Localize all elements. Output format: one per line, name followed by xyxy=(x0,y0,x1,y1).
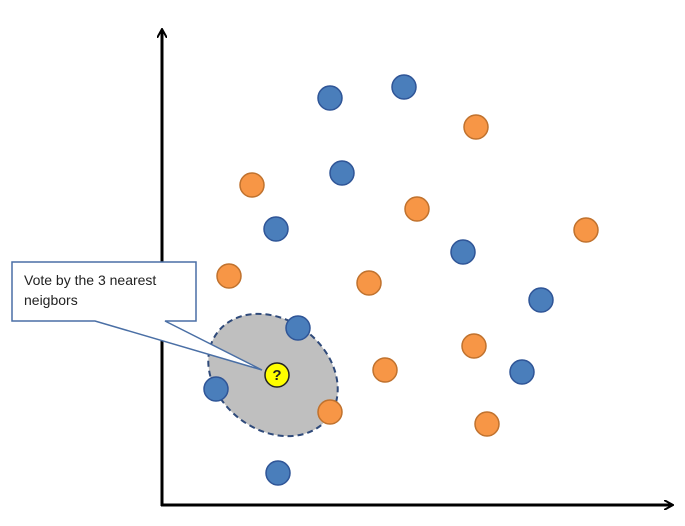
orange-point xyxy=(573,217,599,243)
blue-point xyxy=(391,74,417,100)
orange-point xyxy=(404,196,430,222)
orange-point xyxy=(474,411,500,437)
callout xyxy=(11,261,263,371)
blue-point xyxy=(265,460,291,486)
blue-point xyxy=(329,160,355,186)
blue-point xyxy=(263,216,289,242)
callout-text: Vote by the 3 nearest xyxy=(24,272,156,288)
blue-point xyxy=(203,376,229,402)
blue-point xyxy=(528,287,554,313)
orange-point xyxy=(356,270,382,296)
orange-point xyxy=(372,357,398,383)
blue-point xyxy=(285,315,311,341)
orange-point xyxy=(216,263,242,289)
orange-points xyxy=(216,114,599,437)
orange-point xyxy=(317,399,343,425)
orange-point xyxy=(239,172,265,198)
blue-points xyxy=(203,74,554,486)
orange-point xyxy=(463,114,489,140)
blue-point xyxy=(450,239,476,265)
blue-point xyxy=(317,85,343,111)
orange-point xyxy=(461,333,487,359)
blue-point xyxy=(509,359,535,385)
query-point xyxy=(264,362,290,388)
query-label: ? xyxy=(272,367,281,384)
callout-text: neigbors xyxy=(24,292,78,308)
